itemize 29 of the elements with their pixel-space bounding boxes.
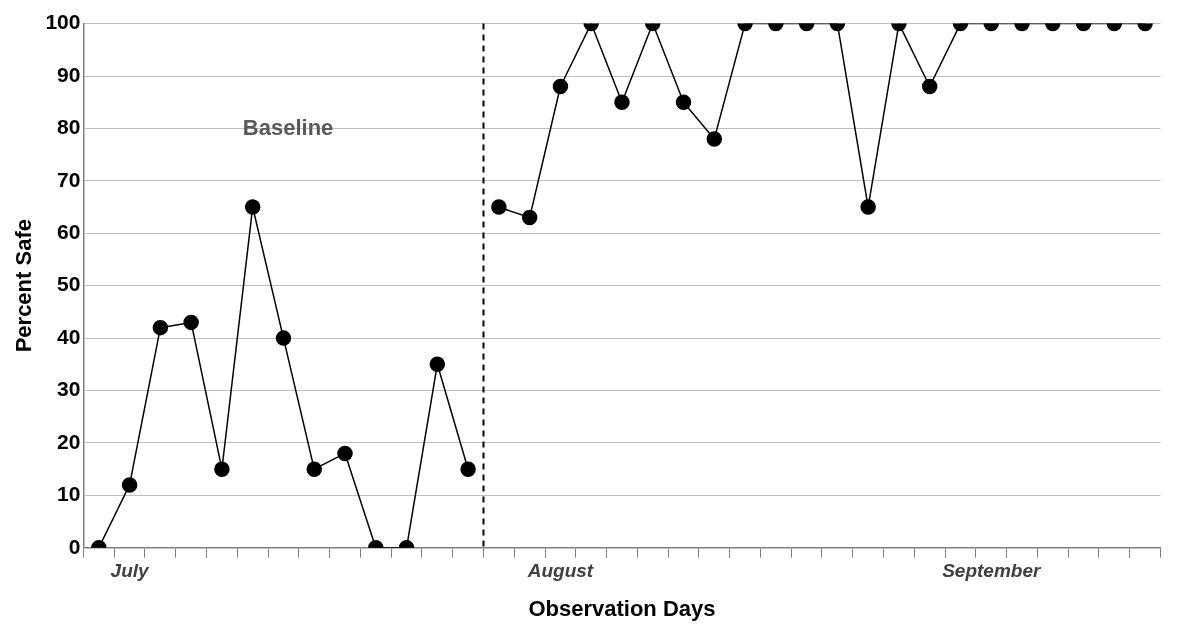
y-tick-label: 70 (57, 167, 81, 191)
y-tick-label: 60 (57, 220, 81, 244)
y-tick-label: 10 (57, 482, 81, 506)
x-tick-label: August (526, 560, 594, 582)
y-axis-title: Percent Safe (11, 219, 37, 353)
y-tick-label: 90 (57, 62, 81, 86)
y-tick-label: 20 (57, 429, 81, 453)
x-tick-label: September (942, 560, 1042, 582)
point (491, 199, 507, 215)
point (860, 199, 876, 215)
point (275, 330, 292, 346)
x-tick-label: July (110, 560, 151, 582)
point (244, 199, 261, 215)
point (152, 319, 169, 336)
point (337, 445, 353, 462)
y-tick-label: 40 (57, 324, 81, 348)
point (214, 461, 230, 477)
y-tick-label: 0 (68, 534, 81, 558)
y-tick-label: 80 (57, 115, 81, 139)
point (521, 209, 538, 226)
y-tick-label: 30 (57, 377, 81, 401)
point (306, 461, 322, 477)
annotation: Baseline (242, 114, 334, 140)
point (460, 461, 476, 477)
x-axis-title: Observation Days (528, 595, 716, 621)
y-tick-label: 100 (45, 10, 81, 34)
point (429, 356, 446, 373)
y-tick-label: 50 (57, 272, 81, 296)
point (183, 314, 199, 331)
